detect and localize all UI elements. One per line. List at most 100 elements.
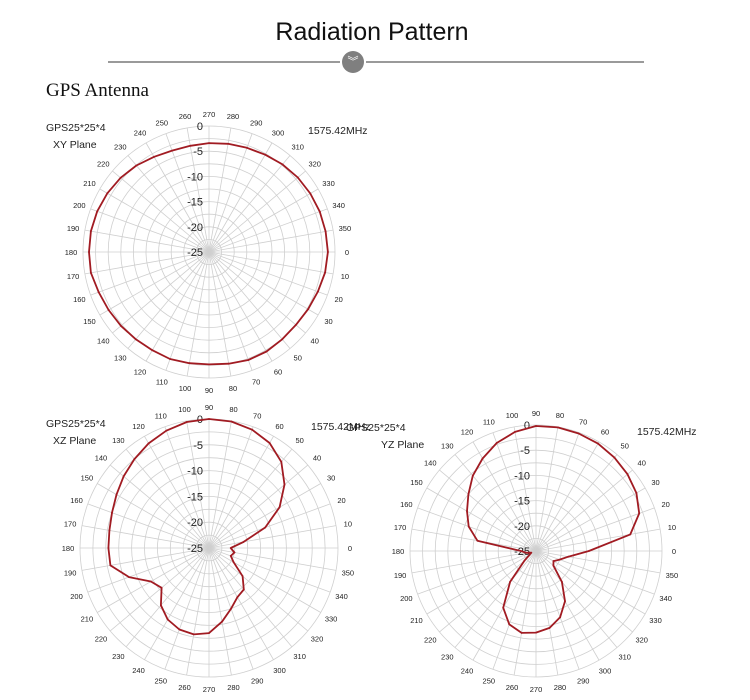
grid-spoke	[439, 550, 537, 633]
grid-spoke	[208, 251, 319, 316]
radial-tick-label: -10	[187, 466, 203, 478]
angle-tick-label: 140	[424, 458, 437, 467]
gain-data-point	[567, 555, 570, 558]
grid-spoke	[417, 507, 537, 552]
angle-tick-label: 210	[81, 615, 94, 624]
gain-data-point	[188, 362, 191, 365]
angle-tick-label: 300	[272, 128, 285, 137]
grid-spoke	[87, 547, 210, 593]
angle-tick-label: 110	[483, 417, 495, 426]
grid-spoke	[208, 420, 232, 549]
angle-tick-label: 80	[229, 384, 237, 393]
gain-data-point	[525, 551, 527, 554]
grid-spoke	[164, 426, 210, 549]
angle-tick-label: 190	[64, 568, 77, 577]
gain-data-point	[559, 616, 562, 619]
radial-tick-label: 0	[197, 121, 203, 133]
gain-data-point	[171, 149, 174, 152]
gain-data-point	[227, 142, 229, 145]
gain-data-point	[556, 426, 559, 429]
grid-spoke	[208, 436, 274, 549]
chart-frequency: 1575.42MHz	[308, 125, 368, 137]
angle-tick-label: 30	[651, 478, 659, 487]
polar-grid: 0 10 20 30 40 50 60 70 80 90 100 110 120 130 140 150 160…	[62, 403, 354, 694]
grid-spoke	[109, 547, 210, 632]
angle-tick-label: 310	[618, 653, 631, 662]
grid-spoke	[208, 503, 331, 549]
angle-tick-label: 240	[134, 128, 147, 137]
grid-spoke	[535, 426, 559, 552]
grid-spoke	[513, 426, 537, 552]
angle-tick-label: 220	[95, 635, 108, 644]
gain-data-point	[89, 230, 92, 233]
gain-data-point	[151, 349, 154, 352]
angle-tick-label: 320	[308, 159, 321, 168]
angle-tick-label: 30	[327, 474, 335, 483]
gain-data-point	[251, 428, 253, 431]
angle-tick-label: 260	[179, 112, 192, 121]
angle-tick-label: 90	[532, 409, 540, 418]
angle-tick-label: 10	[668, 523, 676, 532]
angle-tick-label: 190	[394, 571, 407, 580]
angle-tick-label: 110	[155, 412, 167, 421]
gain-data-point	[160, 586, 163, 589]
gain-data-point	[242, 588, 245, 591]
angle-tick-label: 210	[83, 179, 96, 188]
gain-data-point	[236, 596, 239, 599]
gain-data-point	[535, 631, 537, 634]
gain-data-point	[597, 442, 599, 445]
angle-tick-label: 0	[345, 248, 349, 257]
angle-tick-label: 130	[114, 354, 127, 363]
grid-spoke	[208, 547, 309, 632]
gain-data-point	[294, 323, 297, 326]
grid-spoke	[84, 251, 210, 275]
angle-tick-label: 230	[112, 652, 125, 661]
gain-data-point	[89, 271, 92, 274]
gain-data-point	[241, 575, 244, 578]
radial-tick-label: -10	[514, 470, 530, 482]
gain-data-point	[508, 623, 511, 626]
gain-data-point	[233, 551, 236, 554]
gain-data-point	[111, 511, 113, 514]
gain-data-point	[160, 604, 162, 607]
polar-grid: 0 10 20 30 40 50 60 70 80 90 100 110 120 130 140 150 160…	[65, 110, 351, 395]
gain-data-point	[523, 559, 526, 562]
angle-tick-label: 160	[70, 496, 83, 505]
grid-spoke	[208, 547, 337, 571]
grid-spoke	[109, 464, 210, 549]
angle-tick-label: 0	[672, 547, 676, 556]
grid-spoke	[208, 229, 334, 253]
gain-data-point	[309, 192, 312, 195]
gain-data-point	[520, 631, 523, 634]
angle-tick-label: 220	[97, 159, 110, 168]
angle-tick-label: 290	[577, 677, 590, 686]
angle-tick-label: 340	[332, 201, 345, 210]
grid-spoke	[186, 127, 210, 253]
gain-data-point	[471, 474, 474, 477]
gain-data-point	[265, 350, 268, 353]
grid-spoke	[90, 251, 210, 296]
gain-data-point	[564, 600, 566, 603]
grid-spoke	[125, 547, 210, 648]
gain-data-point	[192, 633, 195, 636]
gain-data-point	[535, 425, 537, 427]
gain-data-point	[514, 430, 516, 433]
grid-spoke	[535, 469, 633, 552]
page-title: Radiation Pattern	[275, 18, 469, 46]
gain-data-point	[232, 561, 235, 564]
gain-data-point	[208, 632, 210, 635]
angle-tick-label: 320	[311, 635, 324, 644]
angle-tick-label: 90	[205, 386, 213, 395]
grid-spoke	[208, 547, 232, 676]
angle-tick-label: 160	[400, 500, 413, 509]
radial-tick-label: -15	[187, 197, 203, 209]
angle-tick-label: 300	[599, 667, 612, 676]
radial-tick-label: -15	[514, 496, 530, 508]
angle-tick-label: 130	[112, 436, 125, 445]
gain-data-point	[208, 142, 210, 145]
angle-tick-label: 140	[95, 453, 108, 462]
angle-tick-label: 320	[635, 636, 648, 645]
gain-data-point	[318, 210, 321, 213]
angle-tick-label: 170	[394, 523, 407, 532]
angle-tick-label: 20	[335, 295, 343, 304]
